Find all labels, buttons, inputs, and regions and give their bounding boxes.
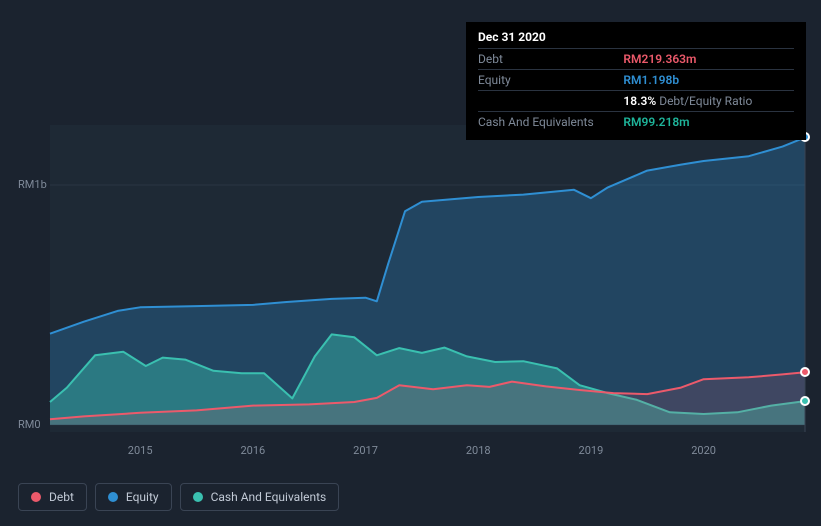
legend-item-cash-and-equivalents[interactable]: Cash And Equivalents [180, 483, 340, 511]
legend-dot-icon [193, 492, 203, 502]
legend-dot-icon [108, 492, 118, 502]
x-tick-label: 2015 [128, 444, 153, 457]
legend-item-debt[interactable]: Debt [18, 483, 87, 511]
tooltip-table: Debt RM219.363m Equity RM1.198b 18.3% De… [478, 48, 794, 132]
legend-label: Cash And Equivalents [211, 490, 327, 504]
legend-label: Equity [126, 490, 159, 504]
legend: Debt Equity Cash And Equivalents [18, 483, 339, 511]
tooltip-ratio-label: Debt/Equity Ratio [659, 94, 752, 108]
chart-tooltip: Dec 31 2020 Debt RM219.363m Equity RM1.1… [466, 22, 806, 140]
last-point-debt [800, 367, 810, 377]
tooltip-ratio-value: 18.3% [623, 94, 656, 108]
x-tick-label: 2018 [466, 444, 491, 457]
x-tick-label: 2019 [579, 444, 604, 457]
tooltip-equity-value: RM1.198b [623, 70, 794, 91]
financial-chart: Dec 31 2020 Debt RM219.363m Equity RM1.1… [0, 0, 821, 526]
tooltip-row-cash: Cash And Equivalents RM99.218m [478, 112, 794, 133]
x-tick-label: 2020 [691, 444, 716, 457]
tooltip-debt-label: Debt [478, 49, 623, 70]
tooltip-cash-label: Cash And Equivalents [478, 112, 623, 133]
x-tick-label: 2017 [353, 444, 378, 457]
tooltip-row-equity: Equity RM1.198b [478, 70, 794, 91]
tooltip-cash-value: RM99.218m [623, 112, 794, 133]
last-point-cash [800, 396, 810, 406]
tooltip-date: Dec 31 2020 [478, 30, 794, 48]
x-tick-label: 2016 [240, 444, 265, 457]
y-tick-label: RM0 [18, 418, 41, 431]
tooltip-ratio-label-blank [478, 91, 623, 112]
legend-item-equity[interactable]: Equity [95, 483, 172, 511]
tooltip-row-debt: Debt RM219.363m [478, 49, 794, 70]
tooltip-row-ratio: 18.3% Debt/Equity Ratio [478, 91, 794, 112]
legend-label: Debt [49, 490, 74, 504]
legend-dot-icon [31, 492, 41, 502]
tooltip-ratio-cell: 18.3% Debt/Equity Ratio [623, 91, 794, 112]
tooltip-equity-label: Equity [478, 70, 623, 91]
y-tick-label: RM1b [18, 178, 47, 191]
tooltip-debt-value: RM219.363m [623, 49, 794, 70]
